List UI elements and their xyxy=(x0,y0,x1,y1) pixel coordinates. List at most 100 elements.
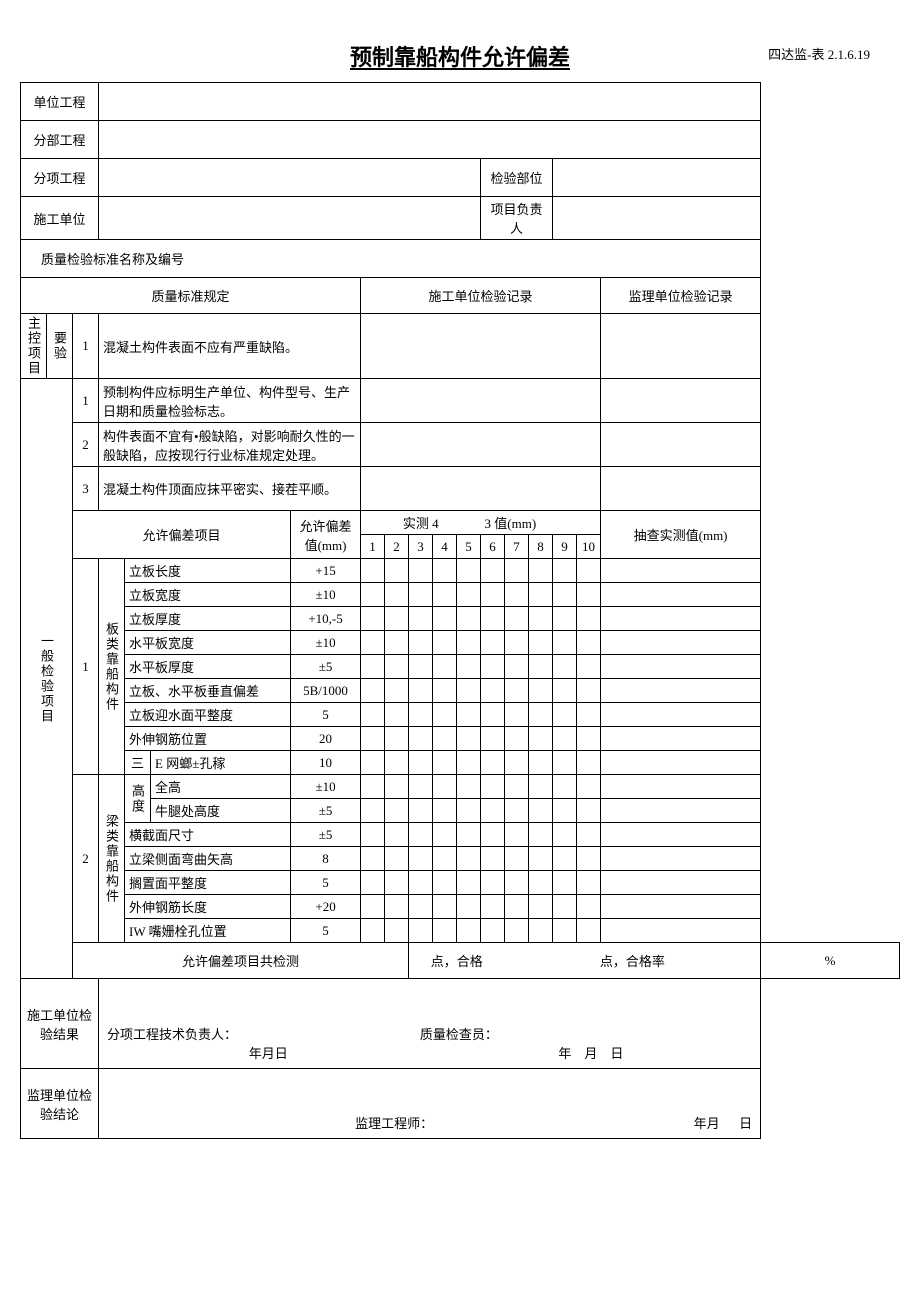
col-num: 3 xyxy=(409,535,433,559)
gen-text: 构件表面不宜有•般缺陷，对影响耐久性的一般缺陷，应按现行行业标准规定处理。 xyxy=(99,423,361,467)
main-item-text: 混凝土构件表面不应有严重缺陷。 xyxy=(99,314,361,379)
summary-label: 允许偏差项目共检测 xyxy=(73,943,409,979)
plate-num: 1 xyxy=(73,559,99,775)
plate-row-name: 水平板宽度 xyxy=(125,631,291,655)
plate-row-tol: +10,-5 xyxy=(291,607,361,631)
beam-row-tol: 8 xyxy=(291,847,361,871)
plate-row-name: 立板长度 xyxy=(125,559,291,583)
spec-header: 质量标准规定 xyxy=(21,278,361,314)
beam-row-name: 搁置面平整度 xyxy=(125,871,291,895)
contractor-footer-block: 分项工程技术负责人： 质量检查员： 年月日 年 月 日 xyxy=(99,979,761,1069)
supervisor-header: 监理单位检验记录 xyxy=(601,278,761,314)
beam-height-label: 高度 xyxy=(125,775,151,823)
plate-row-name: E 网螂±孔稼 xyxy=(151,751,291,775)
beam-row-name: 横截面尺寸 xyxy=(125,823,291,847)
col-num: 7 xyxy=(505,535,529,559)
beam-row-name: 牛腿处高度 xyxy=(151,799,291,823)
plate-row-tol: ±10 xyxy=(291,631,361,655)
beam-row-name: 立梁侧面弯曲矢高 xyxy=(125,847,291,871)
engineer: 监理工程师： xyxy=(355,1113,603,1132)
main-group-label: 主控项目 xyxy=(21,314,47,379)
cell xyxy=(361,467,601,511)
col-num: 8 xyxy=(529,535,553,559)
supervisor-footer-block: 监理工程师： 年月 日 xyxy=(99,1069,761,1139)
plate-row-tol: 5 xyxy=(291,703,361,727)
plate-row-tol: 10 xyxy=(291,751,361,775)
row-label: 施工单位 xyxy=(21,197,99,240)
plate-row-name: 外伸钢筋位置 xyxy=(125,727,291,751)
plate-row-name: 水平板厚度 xyxy=(125,655,291,679)
plate-row-tol: ±5 xyxy=(291,655,361,679)
beam-row-tol: ±5 xyxy=(291,799,361,823)
beam-row-name: 全高 xyxy=(151,775,291,799)
date-m: 月 xyxy=(584,1046,597,1061)
beam-row-tol: ±5 xyxy=(291,823,361,847)
quality-std-label: 质量检验标准名称及编号 xyxy=(21,240,761,278)
plate-sub-label: 三 xyxy=(125,751,151,775)
contractor-footer-label: 施工单位检验结果 xyxy=(21,979,99,1069)
row-value xyxy=(99,83,761,121)
doc-code: 四达监-表 2.1.6.19 xyxy=(768,44,870,63)
plate-row-name: 立板宽度 xyxy=(125,583,291,607)
date-d: 日 xyxy=(610,1046,623,1061)
sup-d: 日 xyxy=(739,1116,752,1131)
tech-lead: 分项工程技术负责人： xyxy=(107,1024,417,1043)
plate-row-tol: ±10 xyxy=(291,583,361,607)
plate-row-tol: 5B/1000 xyxy=(291,679,361,703)
summary-pts: 点，合格 xyxy=(409,943,505,979)
qc: 质量检查员： xyxy=(420,1024,730,1043)
summary-pct: % xyxy=(761,943,900,979)
beam-row-tol: 5 xyxy=(291,871,361,895)
plate-label: 板类靠船构件 xyxy=(99,559,125,775)
main-item-num: 1 xyxy=(73,314,99,379)
col-num: 10 xyxy=(577,535,601,559)
contractor-header: 施工单位检验记录 xyxy=(361,278,601,314)
row-value xyxy=(99,121,761,159)
supervisor-footer-label: 监理单位检验结论 xyxy=(21,1069,99,1139)
gen-text: 预制构件应标明生产单位、构件型号、生产日期和质量检验标志。 xyxy=(99,379,361,423)
plate-row-name: 立板迎水面平整度 xyxy=(125,703,291,727)
cell xyxy=(361,314,601,379)
col-num: 6 xyxy=(481,535,505,559)
measured-label-b: 3 值(mm) xyxy=(481,511,601,535)
row-value xyxy=(99,197,481,240)
row-label: 分部工程 xyxy=(21,121,99,159)
row-label: 分项工程 xyxy=(21,159,99,197)
gen-num: 2 xyxy=(73,423,99,467)
row-value xyxy=(553,159,761,197)
col-num: 4 xyxy=(433,535,457,559)
key-group-label: 要验 xyxy=(47,314,73,379)
col-num: 2 xyxy=(385,535,409,559)
plate-row-name: 立板、水平板垂直偏差 xyxy=(125,679,291,703)
beam-row-name: 外伸钢筋长度 xyxy=(125,895,291,919)
beam-row-name: IW 嘴姗栓孔位置 xyxy=(125,919,291,943)
gen-num: 3 xyxy=(73,467,99,511)
row-value xyxy=(553,197,761,240)
cell xyxy=(601,423,761,467)
plate-row-tol: 20 xyxy=(291,727,361,751)
cell xyxy=(361,379,601,423)
col-num: 5 xyxy=(457,535,481,559)
row-value xyxy=(99,159,481,197)
beam-num: 2 xyxy=(73,775,99,943)
plate-row-tol: +15 xyxy=(291,559,361,583)
tol-item-label: 允许偏差项目 xyxy=(73,511,291,559)
beam-row-tol: ±10 xyxy=(291,775,361,799)
beam-label: 梁类靠船构件 xyxy=(99,775,125,943)
gen-text: 混凝土构件顶面应抹平密实、接茬平顺。 xyxy=(99,467,361,511)
cell xyxy=(601,314,761,379)
date: 年月日 xyxy=(107,1043,430,1062)
general-group-label: 一般检验项目 xyxy=(21,379,73,979)
beam-row-tol: 5 xyxy=(291,919,361,943)
col-num: 1 xyxy=(361,535,385,559)
col-num: 9 xyxy=(553,535,577,559)
tol-label: 允许偏差值(mm) xyxy=(291,511,361,559)
row-label2: 项目负责人 xyxy=(481,197,553,240)
summary-pts2: 点，合格率 xyxy=(505,943,761,979)
row-label: 单位工程 xyxy=(21,83,99,121)
gen-num: 1 xyxy=(73,379,99,423)
cell xyxy=(361,423,601,467)
row-label2: 检验部位 xyxy=(481,159,553,197)
cell xyxy=(601,467,761,511)
spot-label: 抽查实测值(mm) xyxy=(601,511,761,559)
